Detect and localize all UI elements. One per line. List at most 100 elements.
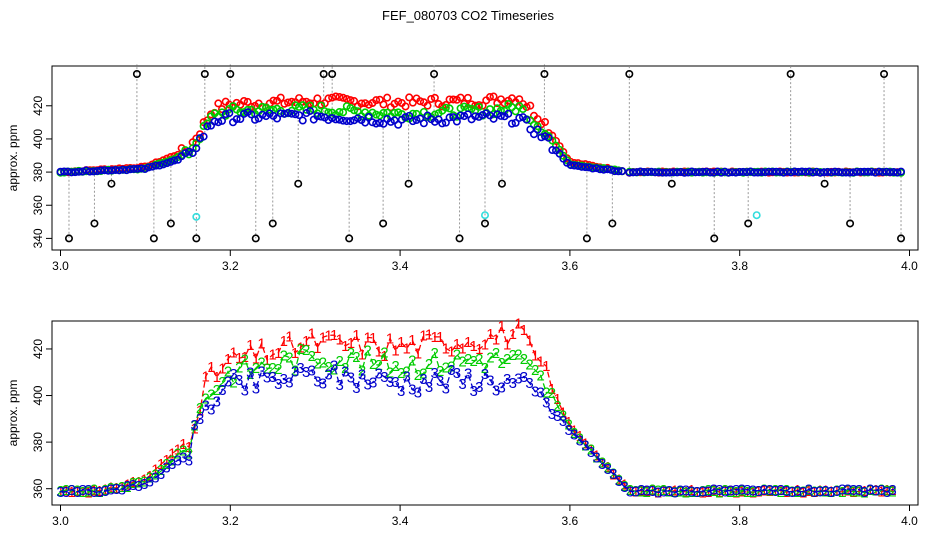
point-marker-green: 2 [643,484,651,501]
point-marker-blue: 3 [855,482,863,499]
point-marker-green: 2 [559,408,567,425]
point-blue [412,116,421,125]
point-blue [790,167,799,176]
point-blue [849,168,858,177]
point-marker-red: 1 [631,483,639,500]
point-flagged [192,212,201,221]
point-blue [629,168,638,177]
point-marker-blue: 3 [866,482,874,499]
point-blue [372,119,381,128]
point-marker-blue: 3 [598,456,606,473]
point-blue [647,167,656,176]
point-marker-red: 1 [73,483,81,500]
point-marker-blue: 3 [777,482,785,499]
point-blue [511,118,520,127]
point-blue [893,168,902,177]
point-blue [221,110,230,119]
point-marker-blue: 3 [833,483,841,500]
point-blue [625,168,634,177]
point-marker-blue: 3 [134,478,142,495]
y-tick-label-bottom-2: 400 [31,385,45,405]
point-blue [504,109,513,118]
point-marker-blue: 3 [531,384,539,401]
point-marker-green: 2 [347,345,355,362]
point-blue [599,165,608,174]
point-marker-red: 1 [84,484,92,501]
point-marker-green: 2 [185,445,193,462]
point-marker-blue: 3 [224,373,232,390]
point-outlier [497,179,506,188]
point-marker-blue: 3 [766,482,774,499]
point-red [350,97,359,106]
point-marker-blue: 3 [157,466,165,483]
point-marker-green: 2 [380,345,388,362]
point-marker-red: 1 [324,327,332,344]
point-outlier [294,179,303,188]
point-marker-red: 1 [447,344,455,361]
point-marker-blue: 3 [229,366,237,383]
point-marker-red: 1 [520,322,528,339]
point-red [489,92,498,101]
point-outlier [625,70,634,79]
point-blue [291,110,300,119]
point-blue [544,133,553,142]
point-blue [695,168,704,177]
point-marker-red: 1 [704,484,712,501]
point-marker-green: 2 [838,484,846,501]
point-blue [331,115,340,124]
point-marker-blue: 3 [391,374,399,391]
point-blue [273,114,282,123]
point-marker-green: 2 [626,482,634,499]
point-marker-blue: 3 [503,371,511,388]
point-red [394,97,403,106]
point-marker-red: 1 [715,484,723,501]
point-outlier [846,219,855,228]
point-red [427,94,436,103]
point-marker-blue: 3 [559,413,567,430]
point-blue [757,168,766,177]
point-marker-green: 2 [503,351,511,368]
point-marker-red: 1 [358,346,366,363]
point-marker-red: 1 [576,428,584,445]
point-outlier [192,234,201,243]
x-tick-label-top-1: 3.2 [222,259,239,273]
point-blue [496,111,505,120]
point-marker-green: 2 [738,482,746,499]
point-marker-blue: 3 [79,482,87,499]
point-outlier [455,234,464,243]
point-marker-red: 1 [509,326,517,343]
point-blue [706,168,715,177]
point-marker-blue: 3 [520,369,528,386]
point-marker-green: 2 [179,442,187,459]
point-marker-green: 2 [84,483,92,500]
point-blue [610,167,619,176]
point-marker-blue: 3 [470,383,478,400]
point-marker-green: 2 [743,484,751,501]
point-marker-red: 1 [224,351,232,368]
point-marker-blue: 3 [308,363,316,380]
point-marker-blue: 3 [291,364,299,381]
point-marker-red: 1 [330,327,338,344]
x-tick-label-bottom-2: 3.4 [392,514,409,528]
point-marker-red: 1 [553,391,561,408]
point-marker-blue: 3 [693,484,701,501]
point-marker-blue: 3 [615,473,623,490]
point-blue [863,167,872,176]
point-marker-red: 1 [592,448,600,465]
point-blue [812,167,821,176]
y-tick-label-bottom-0: 360 [31,478,45,498]
point-blue [67,168,76,177]
point-blue [82,166,91,175]
point-blue [588,164,597,173]
point-blue [361,118,370,127]
point-marker-red: 1 [386,330,394,347]
point-marker-green: 2 [174,446,182,463]
point-marker-green: 2 [151,466,159,483]
point-red [449,95,458,104]
point-blue [394,120,403,129]
point-marker-green: 2 [799,483,807,500]
point-marker-blue: 3 [375,365,383,382]
point-marker-red: 1 [838,484,846,501]
